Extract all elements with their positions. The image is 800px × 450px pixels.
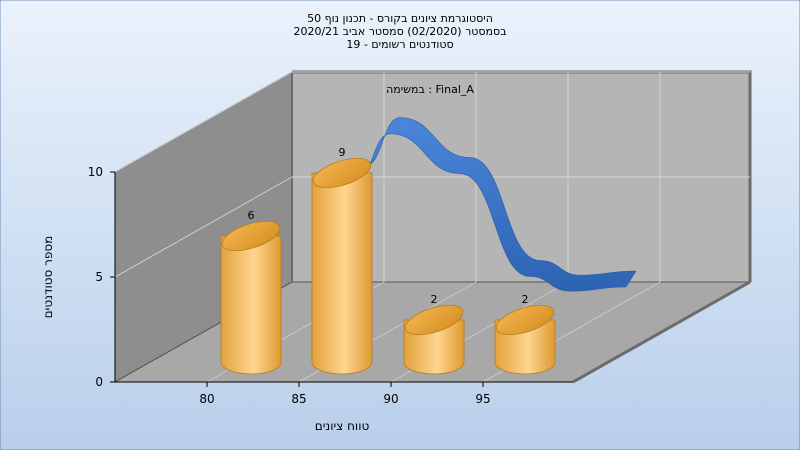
bars-group: 6 9 2 2 xyxy=(220,146,556,375)
bar: 2 xyxy=(403,293,465,375)
trend-ribbon-surface xyxy=(354,117,637,292)
y-tick-label: 0 xyxy=(95,375,103,389)
bar-cap xyxy=(312,157,372,189)
bar-cap xyxy=(221,220,281,252)
grid-line xyxy=(114,71,293,173)
bar-body xyxy=(311,172,373,375)
bar: 6 xyxy=(220,209,282,375)
title-line-1: היסטוגרמת ציונים בקורס - תכנון נוף 50 xyxy=(307,12,493,25)
bar-data-label: 2 xyxy=(431,293,438,306)
tick-marks: 0 5 10 80 85 90 95 xyxy=(88,165,491,406)
bar-body xyxy=(220,235,282,375)
trend-ribbon xyxy=(354,117,637,292)
x-tick-label: 90 xyxy=(383,392,398,406)
bar-cap xyxy=(404,304,464,336)
x-tick-label: 80 xyxy=(199,392,214,406)
title-line-2: בסמסטר (02/2020) סמסטר אביב 2020/21 xyxy=(293,25,506,38)
y-tick-label: 5 xyxy=(95,270,103,284)
x-axis-title: טווח ציונים xyxy=(315,419,370,433)
bar: 2 xyxy=(494,293,556,375)
bar-data-label: 6 xyxy=(248,209,255,222)
floor-edge xyxy=(572,280,751,384)
bar-data-label: 2 xyxy=(522,293,529,306)
x-tick-label: 95 xyxy=(475,392,490,406)
title-line-3: סטודנטים רשומים - 19 xyxy=(346,38,453,51)
grid-line xyxy=(114,176,293,278)
bar: 9 xyxy=(311,146,373,375)
bar-data-label: 9 xyxy=(339,146,346,159)
bar-cap xyxy=(495,304,555,336)
y-axis-title: מספר סטודנטים xyxy=(41,236,55,319)
y-tick-label: 10 xyxy=(88,165,103,179)
x-tick-label: 85 xyxy=(291,392,306,406)
task-annotation: במשימה : Final_A xyxy=(386,83,474,96)
